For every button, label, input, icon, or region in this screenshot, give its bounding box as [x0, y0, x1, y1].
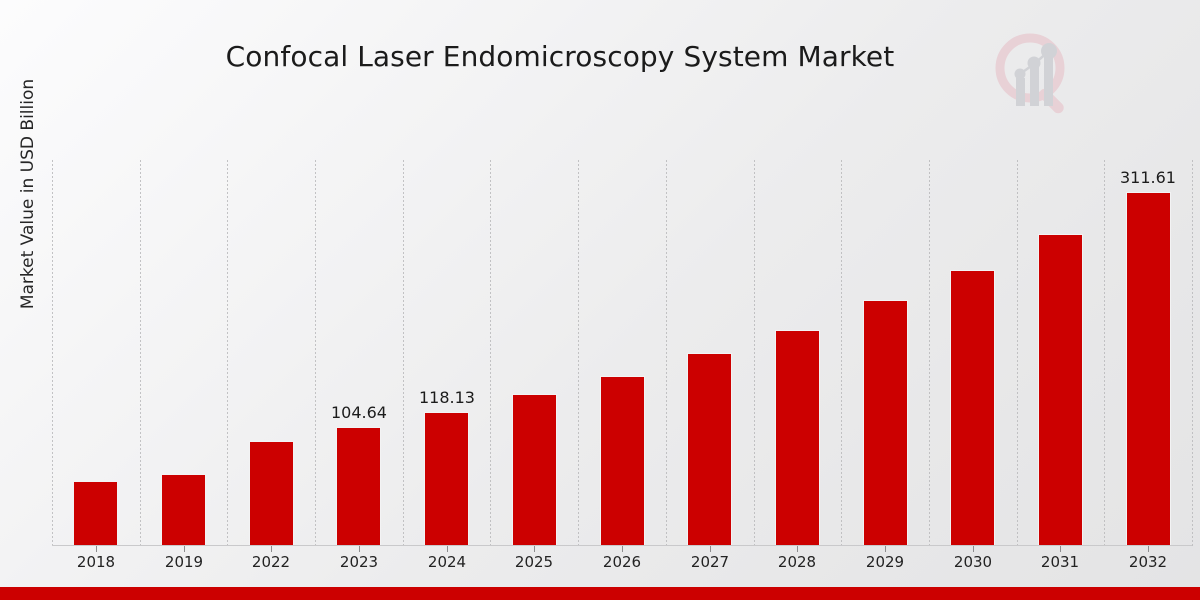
gridline — [1192, 160, 1193, 546]
tick-mark-2018 — [96, 546, 97, 552]
page-title: Confocal Laser Endomicroscopy System Mar… — [225, 40, 895, 73]
x-tick-label-2032: 2032 — [1128, 553, 1168, 571]
tick-mark-2023 — [359, 546, 360, 552]
tick-mark-2029 — [885, 546, 886, 552]
gridline — [666, 160, 667, 546]
tick-mark-2026 — [622, 546, 623, 552]
x-tick-label-2024: 2024 — [427, 553, 467, 571]
tick-mark-2025 — [534, 546, 535, 552]
bar-2025[interactable] — [512, 394, 557, 546]
value-label-2023: 104.64 — [331, 403, 387, 422]
gridline — [841, 160, 842, 546]
x-tick-label-2018: 2018 — [76, 553, 116, 571]
bar-2026[interactable] — [600, 376, 645, 546]
x-tick-label-2029: 2029 — [865, 553, 905, 571]
x-tick-label-2022: 2022 — [251, 553, 291, 571]
x-tick-label-2025: 2025 — [514, 553, 554, 571]
footer-accent-strip — [0, 587, 1200, 600]
bar-2019[interactable] — [161, 474, 206, 546]
bar-2024[interactable] — [424, 412, 469, 546]
bar-2018[interactable] — [73, 481, 118, 546]
tick-mark-2027 — [710, 546, 711, 552]
gridline — [929, 160, 930, 546]
x-tick-label-2027: 2027 — [690, 553, 730, 571]
tick-mark-2024 — [447, 546, 448, 552]
gridline — [140, 160, 141, 546]
x-tick-label-2028: 2028 — [777, 553, 817, 571]
x-tick-label-2019: 2019 — [164, 553, 204, 571]
bar-2028[interactable] — [775, 330, 820, 546]
bar-2032[interactable] — [1126, 192, 1171, 546]
magnifier-bar-chart-logo-icon — [988, 26, 1084, 122]
tick-mark-2022 — [271, 546, 272, 552]
x-tick-label-2030: 2030 — [953, 553, 993, 571]
x-tick-label-2026: 2026 — [602, 553, 642, 571]
tick-mark-2030 — [973, 546, 974, 552]
gridline — [754, 160, 755, 546]
gridline — [52, 160, 53, 546]
value-label-2024: 118.13 — [419, 388, 475, 407]
x-tick-label-2031: 2031 — [1040, 553, 1080, 571]
gridlines — [52, 160, 1193, 546]
gridline — [403, 160, 404, 546]
tick-mark-2031 — [1060, 546, 1061, 552]
bar-2031[interactable] — [1038, 234, 1083, 546]
x-tick-label-2023: 2023 — [339, 553, 379, 571]
tick-mark-2028 — [797, 546, 798, 552]
gridline — [227, 160, 228, 546]
x-axis-line — [52, 545, 1192, 546]
bar-2030[interactable] — [950, 270, 995, 546]
gridline — [1104, 160, 1105, 546]
plot-area — [52, 160, 1193, 546]
gridline — [578, 160, 579, 546]
gridline — [315, 160, 316, 546]
gridline — [490, 160, 491, 546]
y-axis-label: Market Value in USD Billion — [18, 78, 38, 310]
bar-2023[interactable] — [336, 427, 381, 546]
bar-2029[interactable] — [863, 300, 908, 546]
gridline — [1017, 160, 1018, 546]
bar-2022[interactable] — [249, 441, 294, 546]
tick-mark-2032 — [1148, 546, 1149, 552]
bar-2027[interactable] — [687, 353, 732, 546]
tick-mark-2019 — [184, 546, 185, 552]
value-label-2032: 311.61 — [1120, 168, 1176, 187]
